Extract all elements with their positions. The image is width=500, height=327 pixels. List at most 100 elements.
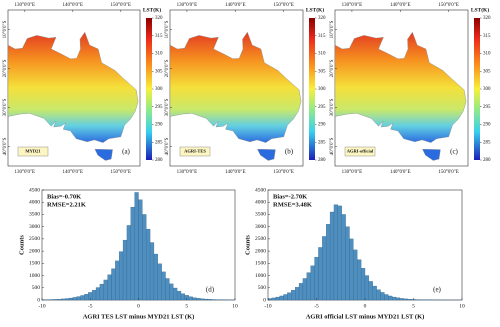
y-tick-label: 30°0'0"S bbox=[165, 98, 170, 116]
histogram-bar bbox=[380, 292, 385, 301]
y-tick-label: 20°0'0"S bbox=[330, 59, 335, 77]
colorbar-tick-label: 295 bbox=[155, 105, 163, 110]
histogram-bar bbox=[142, 214, 147, 301]
histogram-bar bbox=[72, 297, 77, 301]
panel-label: (c) bbox=[450, 148, 458, 156]
x-tick-label: 150°0'0"E bbox=[273, 3, 294, 8]
y-tick-label: 3500 bbox=[255, 212, 266, 218]
x-tick-label: 150°0'0"E bbox=[273, 170, 294, 175]
histogram-bar bbox=[146, 228, 151, 301]
y-tick-label: 1500 bbox=[255, 261, 266, 267]
land-lst bbox=[334, 31, 467, 143]
histogram-bar bbox=[149, 242, 155, 301]
histogram-bar bbox=[326, 224, 331, 301]
histogram-bar bbox=[403, 298, 408, 301]
map-label-box bbox=[17, 146, 49, 157]
histogram-bar bbox=[322, 236, 327, 301]
annotation: RMSE=3.48K bbox=[273, 201, 312, 208]
colorbar-tick-label: 295 bbox=[483, 105, 491, 110]
x-tick-label: 10 bbox=[232, 303, 238, 309]
histogram-bar bbox=[368, 281, 373, 301]
histogram-bar bbox=[287, 292, 292, 301]
y-axis-label: Counts bbox=[244, 235, 251, 255]
histogram-bar bbox=[295, 287, 300, 301]
histogram-bar bbox=[283, 294, 288, 301]
x-tick-label: 130°0'0"E bbox=[15, 170, 36, 175]
colorbar-tick-label: 300 bbox=[318, 87, 326, 92]
colorbar-tick-label: 290 bbox=[483, 123, 491, 128]
colorbar-tick-label: 305 bbox=[318, 69, 326, 74]
y-tick-label: 10°0'0"S bbox=[3, 20, 8, 38]
histogram-bar bbox=[99, 283, 104, 301]
land-lst bbox=[169, 31, 302, 143]
colorbar-tick-label: 310 bbox=[483, 52, 491, 57]
x-tick-label: 130°0'0"E bbox=[177, 3, 198, 8]
x-tick-label: 140°0'0"E bbox=[63, 3, 84, 8]
panel-label: (b) bbox=[285, 148, 294, 156]
histogram-bar bbox=[80, 295, 85, 301]
histogram-bar bbox=[119, 251, 124, 301]
map-label: AGRI-official bbox=[347, 149, 374, 154]
tasmania-lst bbox=[94, 148, 113, 161]
histogram-bar bbox=[200, 298, 205, 301]
annotation: Bias=-2.70K bbox=[273, 193, 307, 200]
x-axis-label: AGRI official LST minus MYD21 LST (K) bbox=[306, 313, 425, 320]
histogram-bar bbox=[176, 291, 182, 301]
histogram-bar bbox=[76, 296, 81, 301]
panel-label: (a) bbox=[122, 148, 130, 156]
histogram-bar bbox=[318, 247, 323, 301]
colorbar bbox=[146, 18, 152, 160]
x-tick-label: 0 bbox=[137, 303, 140, 309]
colorbar-tick-label: 310 bbox=[318, 52, 326, 57]
x-tick-label: 130°0'0"E bbox=[342, 3, 363, 8]
y-tick-label: 1000 bbox=[255, 273, 266, 279]
y-tick-label: 10°0'0"S bbox=[165, 20, 170, 38]
y-axis-label: Counts bbox=[18, 235, 25, 255]
colorbar-tick-label: 315 bbox=[318, 34, 326, 39]
y-tick-label: 2500 bbox=[255, 236, 266, 242]
panel-label: (e) bbox=[433, 286, 441, 294]
x-tick-label: 140°0'0"E bbox=[225, 3, 246, 8]
histogram-bar bbox=[173, 287, 178, 301]
colorbar-title: LST(K) bbox=[143, 6, 162, 13]
y-tick-label: 3000 bbox=[255, 224, 266, 230]
histogram-bar bbox=[360, 268, 366, 301]
y-tick-label: 0 bbox=[263, 297, 266, 303]
histogram-bar bbox=[345, 226, 350, 301]
x-tick-label: 140°0'0"E bbox=[390, 3, 411, 8]
colorbar-tick-label: 290 bbox=[155, 123, 163, 128]
colorbar-tick-label: 310 bbox=[155, 52, 163, 57]
colorbar-tick-label: 285 bbox=[155, 140, 163, 145]
x-tick-label: 140°0'0"E bbox=[390, 170, 411, 175]
histogram-bar bbox=[53, 299, 58, 301]
x-tick-label: -10 bbox=[264, 303, 272, 309]
y-tick-label: 500 bbox=[32, 285, 41, 291]
x-tick-label: 130°0'0"E bbox=[177, 170, 198, 175]
histogram-bar bbox=[275, 296, 280, 301]
histogram-bar bbox=[188, 296, 193, 301]
y-tick-label: 30°0'0"S bbox=[330, 98, 335, 116]
land-lst bbox=[7, 31, 139, 143]
colorbar-tick-label: 290 bbox=[318, 123, 326, 128]
colorbar bbox=[474, 18, 480, 160]
x-tick-label: 150°0'0"E bbox=[438, 170, 459, 175]
y-tick-label: 2000 bbox=[255, 248, 266, 254]
tasmania-lst bbox=[422, 148, 441, 161]
annotation: Bias=-0.70K bbox=[47, 193, 81, 200]
histogram-bar bbox=[192, 297, 197, 301]
y-tick-label: 1000 bbox=[29, 273, 40, 279]
histogram-bar bbox=[92, 290, 97, 301]
x-tick-label: 150°0'0"E bbox=[111, 3, 132, 8]
x-tick-label: -10 bbox=[38, 303, 46, 309]
tasmania-lst bbox=[257, 148, 276, 161]
x-tick-label: 10 bbox=[459, 303, 465, 309]
y-tick-label: 40°0'0"S bbox=[3, 137, 8, 155]
histogram-bar bbox=[333, 204, 338, 301]
x-tick-label: 150°0'0"E bbox=[111, 170, 132, 175]
histogram-bar bbox=[103, 279, 108, 301]
histogram-bar bbox=[407, 299, 412, 301]
colorbar-tick-label: 300 bbox=[483, 87, 491, 92]
colorbar-tick-label: 320 bbox=[155, 16, 163, 21]
histogram-bar bbox=[207, 299, 212, 301]
